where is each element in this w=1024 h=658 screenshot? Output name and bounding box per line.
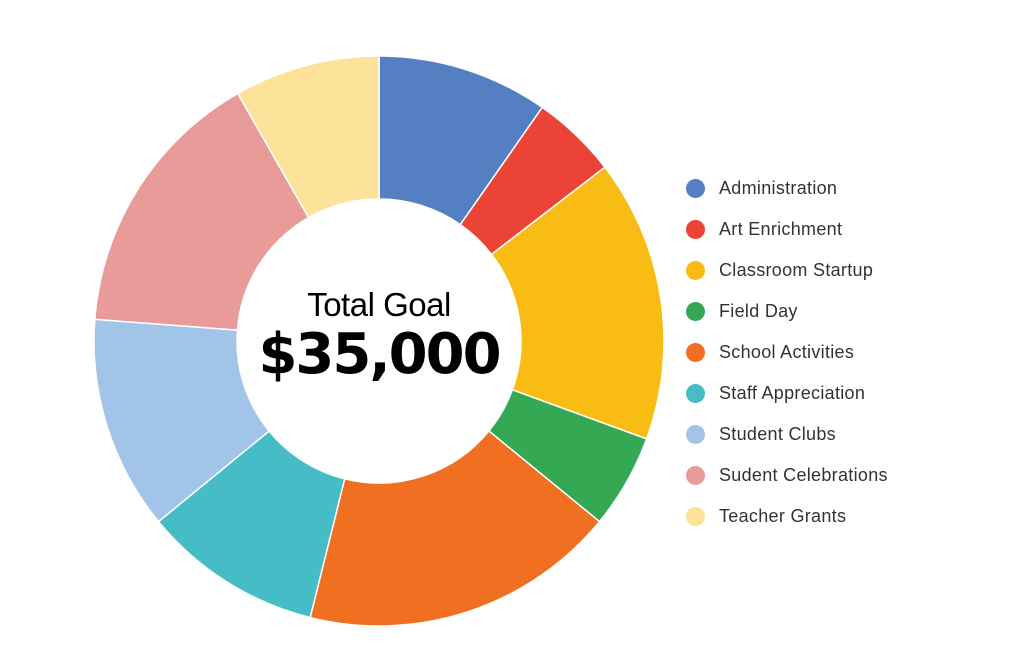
legend-item[interactable]: Art Enrichment bbox=[686, 209, 888, 250]
slice-student-clubs[interactable] bbox=[93, 318, 271, 523]
legend-item[interactable]: Staff Appreciation bbox=[686, 373, 888, 414]
slice-classroom-startup[interactable] bbox=[490, 166, 665, 440]
center-value: $35,000 bbox=[258, 322, 501, 387]
legend-swatch bbox=[686, 261, 705, 280]
legend-swatch bbox=[686, 384, 705, 403]
center-label: Total Goal $35,000 bbox=[229, 286, 529, 386]
legend-label: Student Clubs bbox=[719, 424, 836, 444]
legend-item[interactable]: Student Clubs bbox=[686, 414, 888, 455]
legend-item[interactable]: Classroom Startup bbox=[686, 250, 888, 291]
legend-label: Art Enrichment bbox=[719, 219, 843, 239]
legend-label: School Activities bbox=[719, 342, 855, 362]
legend-swatch bbox=[686, 466, 705, 485]
legend-swatch bbox=[686, 220, 705, 239]
slice-teacher-grants[interactable] bbox=[236, 55, 380, 219]
chart-legend: Administration Art Enrichment Classroom … bbox=[686, 168, 888, 537]
slice-sudent-celebrations[interactable] bbox=[94, 92, 310, 331]
legend-swatch bbox=[686, 179, 705, 198]
legend-item[interactable]: Teacher Grants bbox=[686, 496, 888, 537]
legend-item[interactable]: Administration bbox=[686, 168, 888, 209]
center-title: Total Goal bbox=[307, 286, 451, 323]
legend-swatch bbox=[686, 425, 705, 444]
legend-item[interactable]: Sudent Celebrations bbox=[686, 455, 888, 496]
legend-swatch bbox=[686, 302, 705, 321]
legend-label: Administration bbox=[719, 178, 838, 198]
legend-swatch bbox=[686, 507, 705, 526]
legend-item[interactable]: Field Day bbox=[686, 291, 888, 332]
legend-label: Classroom Startup bbox=[719, 260, 874, 280]
legend-item[interactable]: School Activities bbox=[686, 332, 888, 373]
legend-label: Sudent Celebrations bbox=[719, 465, 888, 485]
legend-label: Field Day bbox=[719, 301, 798, 321]
legend-swatch bbox=[686, 343, 705, 362]
legend-label: Teacher Grants bbox=[719, 506, 847, 526]
legend-label: Staff Appreciation bbox=[719, 383, 866, 403]
slice-school-activities[interactable] bbox=[309, 429, 601, 627]
